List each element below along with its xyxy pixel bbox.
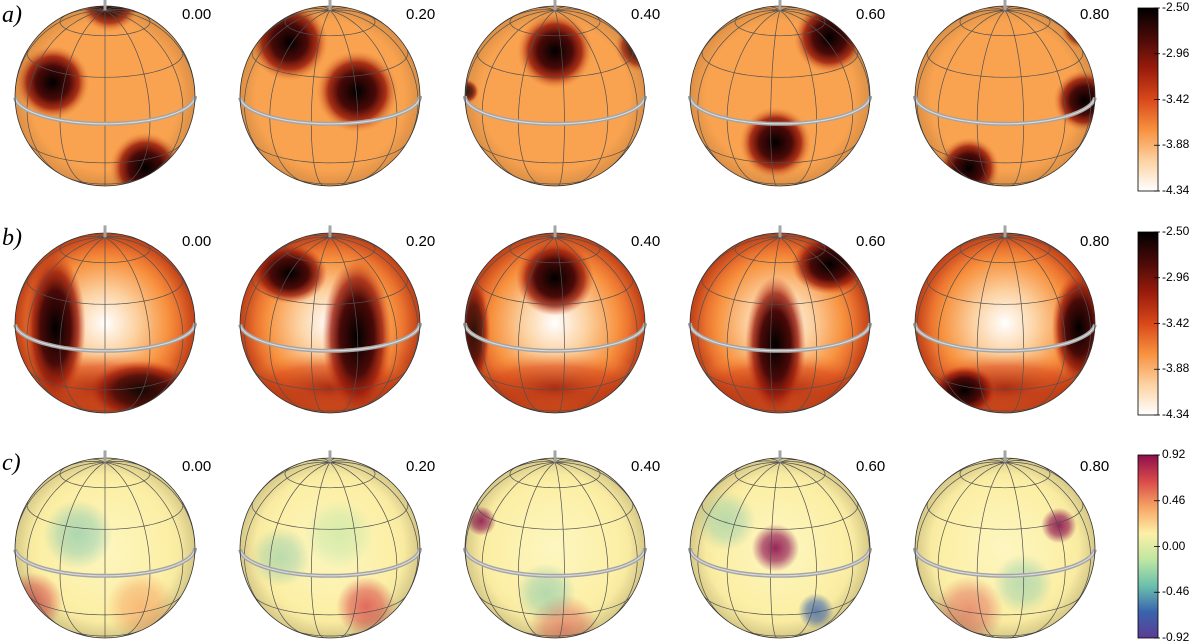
colorbar-tick-label: -3.88 xyxy=(1162,361,1190,376)
stellar-map-sphere xyxy=(238,0,422,187)
phase-label: 0.80 xyxy=(1080,458,1110,475)
colorbar-tick-label: 0.00 xyxy=(1162,538,1186,553)
colorbar-tick-label: -0.46 xyxy=(1162,584,1190,599)
colorbar-tick-label: 0.46 xyxy=(1162,492,1186,507)
phase-label: 0.20 xyxy=(406,458,436,475)
phase-label: 0.00 xyxy=(182,233,212,250)
phase-label: 0.40 xyxy=(631,233,661,250)
stellar-map-sphere xyxy=(913,0,1097,187)
colorbar-tick-label: -0.92 xyxy=(1162,630,1190,644)
phase-label: 0.00 xyxy=(182,458,212,475)
colorbar-tick-label: -4.34 xyxy=(1162,407,1190,421)
stellar-map-sphere xyxy=(238,225,422,414)
phase-label: 0.60 xyxy=(856,233,886,250)
stellar-map-sphere xyxy=(913,225,1097,414)
stellar-map-sphere xyxy=(913,450,1097,639)
stellar-map-sphere xyxy=(13,450,197,639)
colorbar-tick-label: 0.92 xyxy=(1162,447,1186,461)
phase-label: 0.60 xyxy=(856,458,886,475)
stellar-map-sphere xyxy=(238,450,422,639)
phase-label: 0.20 xyxy=(406,6,436,23)
phase-label: 0.80 xyxy=(1080,6,1110,23)
stellar-map-sphere xyxy=(463,0,647,187)
colorbar-tick-label: -2.96 xyxy=(1162,269,1190,284)
phase-label: 0.40 xyxy=(631,458,661,475)
colorbar-tick-label: -2.96 xyxy=(1162,45,1190,60)
colorbar-tick-label: -4.34 xyxy=(1162,183,1190,197)
phase-label: 0.20 xyxy=(406,233,436,250)
stellar-map-sphere xyxy=(688,450,872,639)
row-label: a) xyxy=(2,2,22,28)
phase-label: 0.80 xyxy=(1080,233,1110,250)
stellar-map-sphere xyxy=(13,225,197,414)
row-label: b) xyxy=(2,225,22,251)
stellar-map-sphere xyxy=(463,225,647,414)
phase-label: 0.40 xyxy=(631,6,661,23)
stellar-map-sphere xyxy=(688,0,872,187)
colorbar-tick-label: -2.50 xyxy=(1162,224,1190,238)
colorbar-tick-label: -3.42 xyxy=(1162,91,1190,106)
phase-label: 0.00 xyxy=(182,6,212,23)
stellar-map-sphere xyxy=(463,450,647,639)
row-label: c) xyxy=(2,450,21,476)
stellar-map-sphere xyxy=(13,0,197,187)
stellar-map-sphere xyxy=(688,225,872,414)
colorbar-tick-label: -2.50 xyxy=(1162,0,1190,14)
colorbar-tick-label: -3.88 xyxy=(1162,137,1190,152)
phase-label: 0.60 xyxy=(856,6,886,23)
colorbar-tick-label: -3.42 xyxy=(1162,315,1190,330)
